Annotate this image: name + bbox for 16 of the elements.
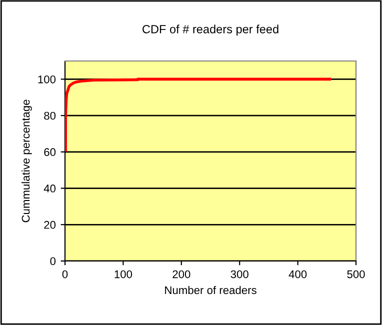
x-tick-label: 400	[288, 270, 307, 278]
y-axis-title: Cummulative percentage	[22, 100, 32, 222]
y-tick-label: 100	[38, 75, 56, 84]
y-tick-label: 40	[44, 184, 56, 192]
y-tick-label: 20	[44, 220, 56, 229]
y-tick-label: 60	[44, 148, 56, 156]
x-tick-label: 300	[230, 270, 248, 278]
x-tick-label: 100	[114, 270, 132, 278]
y-tick-label: 0	[50, 257, 56, 266]
chart-title: CDF of # readers per feed	[142, 24, 278, 36]
y-tick-label: 80	[44, 112, 56, 120]
x-axis-title: Number of readers	[165, 286, 256, 294]
x-tick-label: 0	[62, 270, 68, 278]
line-series	[65, 78, 332, 152]
x-tick-label: 500	[347, 270, 365, 278]
x-tick-label: 200	[172, 270, 190, 278]
